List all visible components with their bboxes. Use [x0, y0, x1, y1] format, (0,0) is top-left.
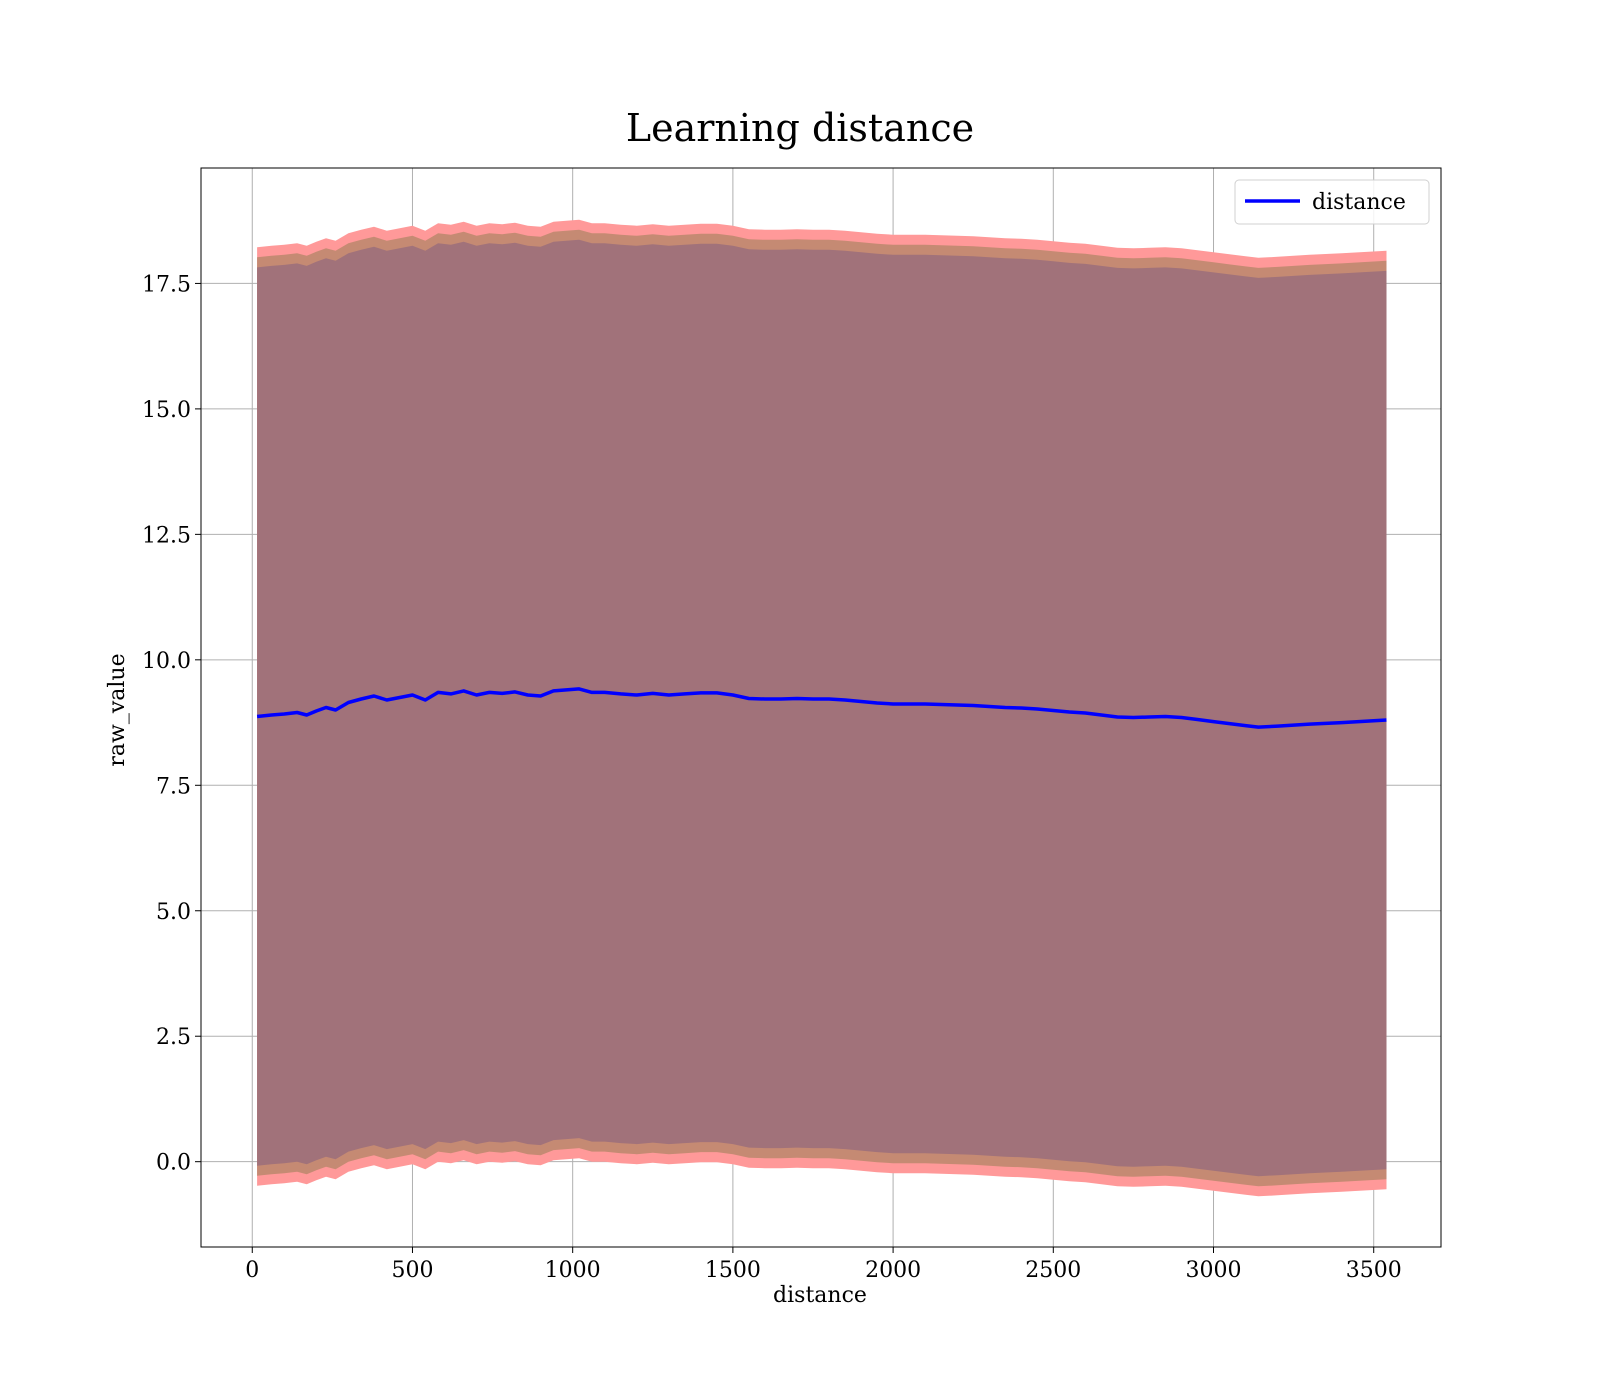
- series-lines: [256, 687, 1387, 729]
- legend-label-distance: distance: [1312, 190, 1406, 215]
- x-tick-label-0: 0: [245, 1258, 259, 1283]
- x-axis-ticks: 0 500 1000 1500 2000 2500 3000 3500: [245, 1247, 1402, 1283]
- series-line-distance: [256, 687, 1387, 729]
- y-tick-label-5: 12.5: [142, 523, 191, 548]
- y-tick-label-7: 17.5: [142, 272, 191, 297]
- legend: distance: [1234, 179, 1430, 225]
- y-tick-label-3: 7.5: [156, 774, 191, 799]
- y-axis-label: raw_value: [105, 653, 130, 766]
- legend-box: [1234, 179, 1430, 225]
- chart-title: Learning distance: [626, 106, 974, 150]
- x-tick-label-5: 2500: [1025, 1258, 1081, 1283]
- confidence-bands: [257, 219, 1387, 1197]
- band-inner: [257, 239, 1387, 1177]
- y-tick-label-1: 2.5: [156, 1025, 191, 1050]
- y-tick-label-2: 5.0: [156, 900, 191, 925]
- x-tick-label-6: 3000: [1186, 1258, 1242, 1283]
- x-tick-label-4: 2000: [865, 1258, 921, 1283]
- x-tick-label-7: 3500: [1346, 1258, 1402, 1283]
- y-tick-label-0: 0.0: [156, 1151, 191, 1176]
- x-tick-label-1: 500: [391, 1258, 433, 1283]
- x-tick-label-3: 1500: [705, 1258, 761, 1283]
- x-tick-label-2: 1000: [545, 1258, 601, 1283]
- x-axis-label: distance: [773, 1283, 867, 1308]
- y-tick-label-6: 15.0: [142, 398, 191, 423]
- plot-frame: [200, 167, 1442, 1248]
- y-tick-label-4: 10.0: [142, 649, 191, 674]
- y-axis-ticks: 0.0 2.5 5.0 7.5 10.0 12.5 15.0 17.5: [142, 272, 201, 1176]
